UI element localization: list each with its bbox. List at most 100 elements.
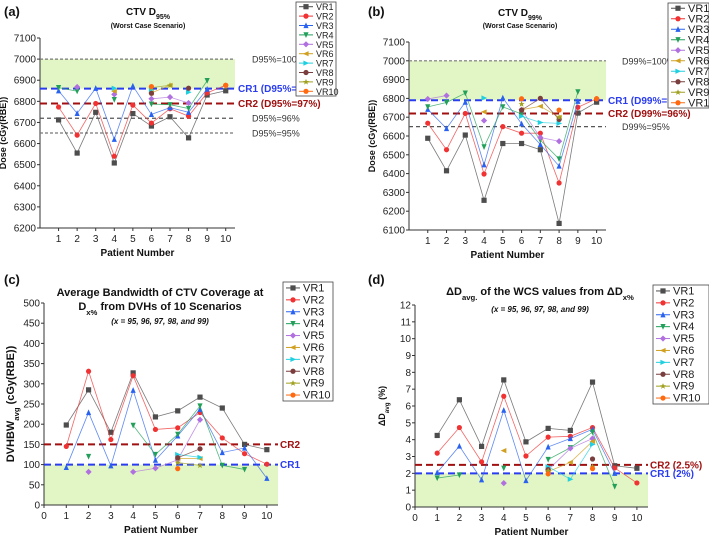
data-point: [108, 429, 114, 435]
y-tick-label: 6400: [14, 181, 37, 192]
legend-item-vr5: VR5: [671, 45, 709, 57]
legend-item-vr9: VR9: [671, 87, 709, 99]
legend-item-vr3: VR3: [671, 24, 709, 36]
reference-line-label: CR1 (2%): [650, 469, 694, 480]
legend-item-vr2: VR2: [671, 13, 709, 25]
legend-marker: [674, 58, 681, 64]
legend-item-vr3: VR3: [656, 309, 694, 321]
data-point: [241, 441, 248, 447]
data-point: [575, 110, 581, 116]
series-line: [427, 95, 447, 100]
reference-line-label: D95%=95%: [252, 129, 300, 139]
data-point: [130, 373, 136, 379]
legend-label: VR7: [316, 59, 334, 69]
data-point: [175, 466, 181, 472]
data-point: [241, 466, 248, 473]
data-point: [518, 101, 525, 107]
chart-subtitle: (Worst Case Scenario): [111, 23, 186, 30]
legend-marker: [675, 89, 681, 95]
x-tick-label: 3: [479, 513, 485, 524]
data-point: [93, 100, 99, 107]
legend-box: [667, 2, 709, 109]
y-tick-label: 3: [405, 452, 411, 463]
data-point: [219, 405, 225, 411]
data-point: [481, 161, 487, 168]
data-point: [434, 450, 440, 456]
data-point: [204, 78, 210, 84]
data-point: [456, 424, 462, 431]
legend-label: VR2: [673, 297, 694, 309]
data-point: [85, 368, 92, 374]
data-point: [264, 447, 270, 453]
legend-label: VR2: [316, 12, 334, 22]
x-tick-label: 9: [575, 236, 581, 247]
data-point: [523, 439, 529, 445]
data-point: [85, 409, 92, 416]
data-point: [55, 117, 62, 123]
legend-label: VR5: [303, 330, 324, 342]
data-point: [481, 171, 487, 177]
legend-item-vr7: VR7: [286, 354, 324, 366]
data-point: [166, 94, 174, 101]
legend-label: VR3: [688, 24, 709, 36]
legend-marker: [302, 51, 309, 57]
data-point: [425, 104, 431, 110]
reference-line-label: CR1: [280, 460, 300, 471]
legend-item-vr5: VR5: [286, 330, 324, 342]
legend-marker: [675, 79, 681, 85]
data-point: [219, 462, 225, 469]
legend-item-vr3: VR3: [299, 21, 334, 31]
series-line: [58, 84, 226, 158]
data-point: [567, 476, 574, 482]
reference-line-label: CR1 (D95%=98%): [238, 84, 321, 95]
series-vr5: [74, 83, 192, 107]
legend-marker: [660, 300, 666, 306]
data-point: [556, 107, 562, 113]
chart-title: CTV D95%: [126, 7, 171, 21]
reference-line-label: D95%=100%: [252, 55, 305, 65]
data-point: [111, 85, 118, 91]
data-point: [425, 135, 431, 141]
y-tick-label: 6900: [383, 75, 406, 86]
legend-marker: [303, 13, 309, 19]
legend-label: VR8: [303, 366, 324, 378]
series-vr10: [148, 82, 229, 90]
data-point: [594, 99, 600, 105]
legend-marker: [303, 60, 310, 66]
data-point: [537, 95, 543, 101]
data-point: [537, 141, 543, 148]
x-tick-label: 8: [186, 234, 192, 245]
data-point: [480, 109, 487, 115]
legend-label: VR3: [673, 309, 694, 321]
x-tick-label: 7: [197, 511, 203, 522]
reference-line-label: D99%=95%: [622, 122, 670, 132]
data-point: [589, 456, 596, 462]
data-point: [537, 134, 544, 141]
data-point: [74, 88, 80, 95]
x-tick-label: 3: [463, 236, 469, 247]
data-point: [594, 96, 600, 102]
series-vr2: [55, 82, 229, 159]
y-tick-label: 6100: [383, 226, 406, 237]
x-tick-label: 9: [242, 511, 248, 522]
data-point: [219, 435, 225, 441]
data-point: [148, 101, 155, 108]
x-tick-label: 10: [591, 236, 603, 247]
data-point: [545, 443, 551, 450]
data-point: [555, 138, 563, 145]
data-point: [197, 454, 204, 460]
y-axis-label: Dose (cGy(RBE)): [367, 100, 377, 173]
data-point: [575, 89, 581, 95]
x-axis-label: Patient Number: [101, 248, 175, 259]
data-point: [197, 403, 203, 410]
legend-label: VR9: [316, 77, 334, 87]
series-vr10: [545, 466, 596, 477]
legend-label: VR1: [673, 285, 694, 297]
data-point: [185, 105, 192, 112]
panel-label: (c): [4, 272, 20, 287]
legend-label: VR7: [303, 354, 324, 366]
x-tick-label: 4: [481, 236, 487, 247]
